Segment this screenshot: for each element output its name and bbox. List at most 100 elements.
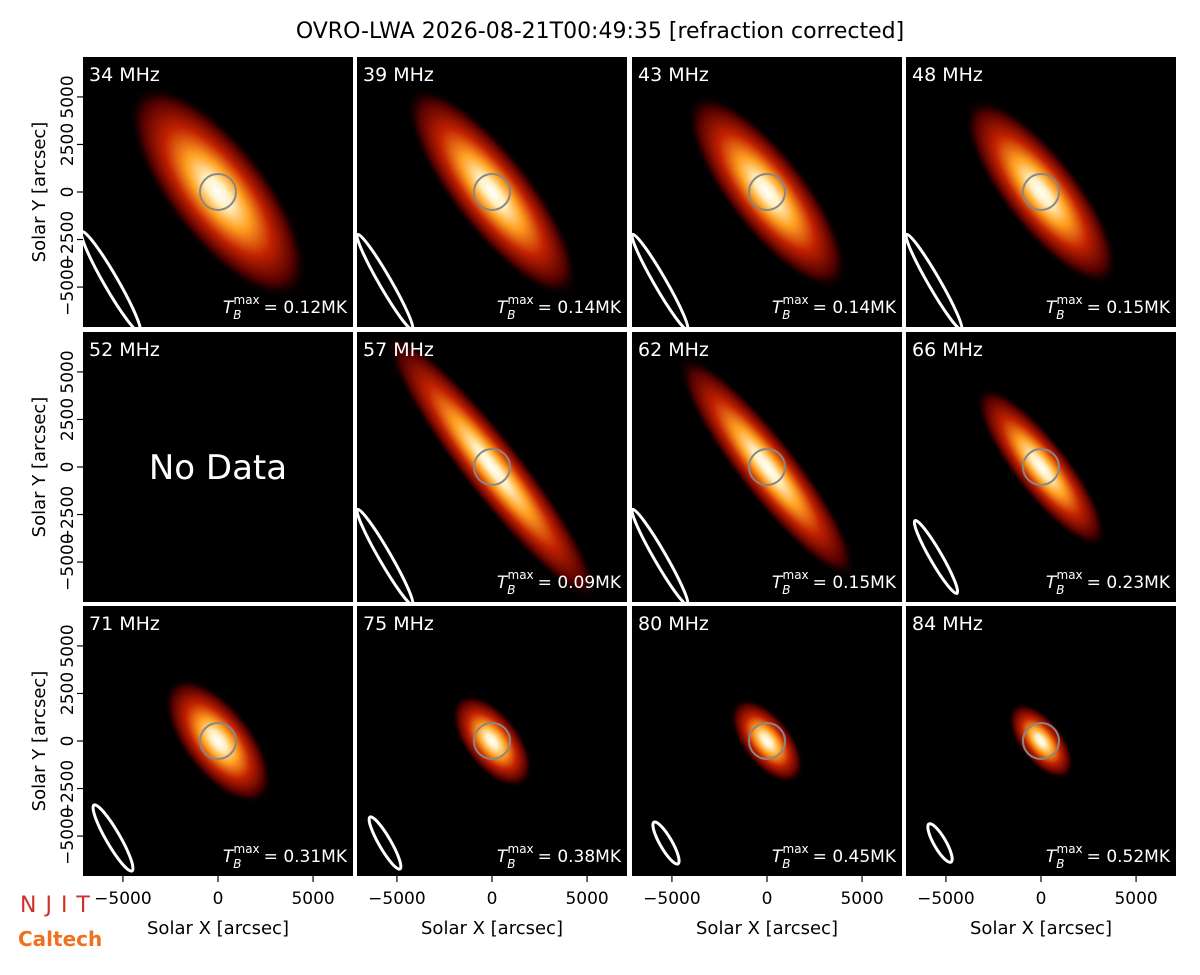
beam [83, 230, 143, 327]
tb-value: = 0.38MK [538, 847, 622, 867]
x-axis-label: Solar X [arcsec] [421, 918, 563, 939]
x-axis-label: Solar X [arcsec] [147, 918, 289, 939]
tb-superscript: max [1057, 842, 1083, 856]
panel [357, 606, 627, 876]
panel-title: 34 MHz [89, 64, 160, 86]
x-tick-label: 0 [1036, 889, 1047, 909]
y-tick-label: −5000 [58, 807, 78, 865]
tb-superscript: max [783, 842, 809, 856]
y-axis-label: Solar Y [arcsec] [29, 122, 50, 263]
y-tick-label: 5000 [58, 75, 78, 118]
x-tick-label: −5000 [917, 889, 975, 909]
tb-max: TBmax = 0.31MK [223, 842, 348, 871]
tb-value: = 0.12MK [264, 298, 348, 318]
emission [964, 98, 1118, 286]
panel [357, 332, 627, 602]
tb-symbol: T [497, 298, 509, 318]
tb-subscript: B [1056, 857, 1064, 871]
panel [632, 606, 902, 876]
panel-title: 71 MHz [89, 613, 160, 635]
logo-njit: NJIT [20, 893, 99, 918]
y-tick-label: 2500 [58, 123, 78, 166]
tb-symbol: T [772, 573, 784, 593]
tb-max: TBmax = 0.15MK [772, 568, 897, 597]
x-axis-label: Solar X [arcsec] [970, 918, 1112, 939]
tb-value: = 0.31MK [264, 847, 348, 867]
tb-subscript: B [782, 308, 790, 322]
tb-symbol: T [223, 847, 235, 867]
tb-symbol: T [1046, 298, 1058, 318]
tb-max: TBmax = 0.14MK [772, 293, 897, 322]
tb-superscript: max [508, 568, 534, 582]
tb-value: = 0.15MK [813, 573, 897, 593]
panel-title: 80 MHz [638, 613, 709, 635]
beam [906, 232, 964, 327]
y-axis-label: Solar Y [arcsec] [29, 671, 50, 812]
y-tick-label: −5000 [58, 533, 78, 591]
beam [367, 815, 403, 871]
x-tick-label: 5000 [840, 889, 883, 909]
tb-subscript: B [782, 857, 790, 871]
x-tick-label: 0 [487, 889, 498, 909]
tb-superscript: max [1057, 293, 1083, 307]
x-tick-label: −5000 [94, 889, 152, 909]
solar-disk [748, 448, 786, 486]
solar-disk [1022, 173, 1060, 211]
tb-subscript: B [1056, 583, 1064, 597]
emission [451, 694, 533, 788]
tb-symbol: T [772, 847, 784, 867]
tb-subscript: B [507, 857, 515, 871]
panel [357, 57, 627, 327]
emission [686, 94, 848, 290]
tb-superscript: max [783, 568, 809, 582]
solar-disk [748, 173, 786, 211]
beam [926, 822, 954, 864]
y-tick-label: 0 [58, 187, 78, 198]
y-tick-label: 5000 [58, 350, 78, 393]
tb-superscript: max [508, 293, 534, 307]
beam [632, 507, 690, 602]
panel-title: 52 MHz [89, 339, 160, 361]
tb-max: TBmax = 0.52MK [1046, 842, 1171, 871]
x-axis-label: Solar X [arcsec] [696, 918, 838, 939]
y-tick-label: −5000 [58, 258, 78, 316]
tb-subscript: B [233, 857, 241, 871]
emission [975, 386, 1107, 548]
tb-subscript: B [233, 308, 241, 322]
solar-disk [748, 722, 786, 760]
y-tick-label: 5000 [58, 624, 78, 667]
panel-title: 84 MHz [912, 613, 983, 635]
solar-disk [199, 173, 237, 211]
tb-max: TBmax = 0.23MK [1046, 568, 1171, 597]
panel-title: 62 MHz [638, 339, 709, 361]
beam [91, 803, 135, 873]
panel [906, 606, 1176, 876]
x-tick-label: −5000 [368, 889, 426, 909]
tb-value: = 0.15MK [1087, 298, 1171, 318]
tb-subscript: B [1056, 308, 1064, 322]
solar-disk [199, 722, 237, 760]
tb-max: TBmax = 0.12MK [223, 293, 348, 322]
tb-symbol: T [1046, 573, 1058, 593]
panel [83, 332, 353, 602]
tb-value: = 0.14MK [538, 298, 622, 318]
panel-title: 66 MHz [912, 339, 983, 361]
tb-value: = 0.09MK [538, 573, 622, 593]
tb-superscript: max [234, 842, 260, 856]
logo-caltech: Caltech [18, 927, 102, 951]
tb-subscript: B [782, 583, 790, 597]
y-tick-label: −2500 [58, 486, 78, 544]
no-data: No Data [149, 448, 287, 488]
solar-disk [473, 173, 511, 211]
emission [384, 332, 600, 602]
panel [906, 57, 1176, 327]
emission [164, 678, 272, 804]
tb-subscript: B [507, 583, 515, 597]
tb-superscript: max [1057, 568, 1083, 582]
panel-background [83, 332, 353, 602]
panel [632, 57, 902, 327]
y-tick-label: 2500 [58, 672, 78, 715]
y-axis-label: Solar Y [arcsec] [29, 397, 50, 538]
x-tick-label: 0 [213, 889, 224, 909]
